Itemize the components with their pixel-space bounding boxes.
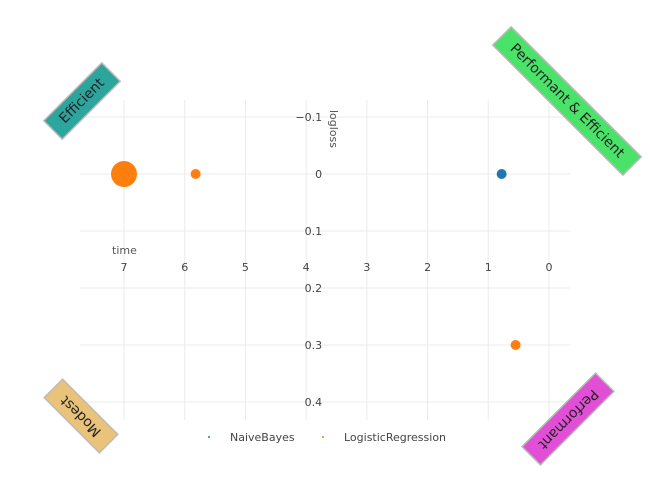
x-tick-label: 4 <box>303 261 310 274</box>
point-logisticregression[interactable] <box>111 161 137 187</box>
corner-label-performant-text: Performant <box>534 386 601 453</box>
legend-marker-naivebayes <box>208 436 210 438</box>
y-tick-label: 0 <box>315 168 322 181</box>
x-tick-label: 0 <box>546 261 553 274</box>
x-tick-label: 5 <box>242 261 249 274</box>
legend: NaiveBayes LogisticRegression <box>208 431 446 444</box>
corner-label-performant-efficient: Performant & Efficient <box>491 25 643 177</box>
corner-label-performant-efficient-text: Performant & Efficient <box>507 41 628 162</box>
data-points <box>111 161 521 350</box>
x-tick-label: 2 <box>424 261 431 274</box>
point-logisticregression[interactable] <box>190 169 201 179</box>
y-tick-label: 0.3 <box>305 339 323 352</box>
corner-label-performant-efficient-background <box>491 25 643 177</box>
point-naivebayes[interactable] <box>496 169 507 179</box>
y-tick-label: 0.2 <box>305 282 323 295</box>
legend-item-logisticregression[interactable]: LogisticRegression <box>322 431 446 444</box>
x-tick-label: 6 <box>181 261 188 274</box>
point-logisticregression[interactable] <box>510 340 521 350</box>
y-tick-label: 0.4 <box>305 396 323 409</box>
x-tick-label: 7 <box>121 261 128 274</box>
corner-label-efficient: Efficient <box>42 61 122 141</box>
legend-label-naivebayes: NaiveBayes <box>230 431 295 444</box>
x-tick-label: 1 <box>485 261 492 274</box>
y-tick-label: −0.1 <box>295 111 322 124</box>
tick-labels: 7 6 5 4 3 2 1 0 −0.1 0 0.1 0.2 0.3 0.4 <box>121 111 553 409</box>
corner-label-efficient-background <box>42 61 122 141</box>
corner-label-performant: Performant <box>520 371 616 467</box>
legend-item-naivebayes[interactable]: NaiveBayes <box>208 431 295 444</box>
y-axis-title: logloss <box>327 110 340 148</box>
corner-label-modest: Modest <box>43 378 119 454</box>
y-tick-label: 0.1 <box>305 225 323 238</box>
grid <box>80 100 570 420</box>
x-axis-title: time <box>112 244 137 257</box>
legend-marker-logisticregression <box>322 436 324 438</box>
corner-label-performant-background <box>520 371 616 467</box>
legend-label-logisticregression: LogisticRegression <box>344 431 446 444</box>
x-tick-label: 3 <box>363 261 370 274</box>
corner-label-modest-background <box>43 378 119 454</box>
